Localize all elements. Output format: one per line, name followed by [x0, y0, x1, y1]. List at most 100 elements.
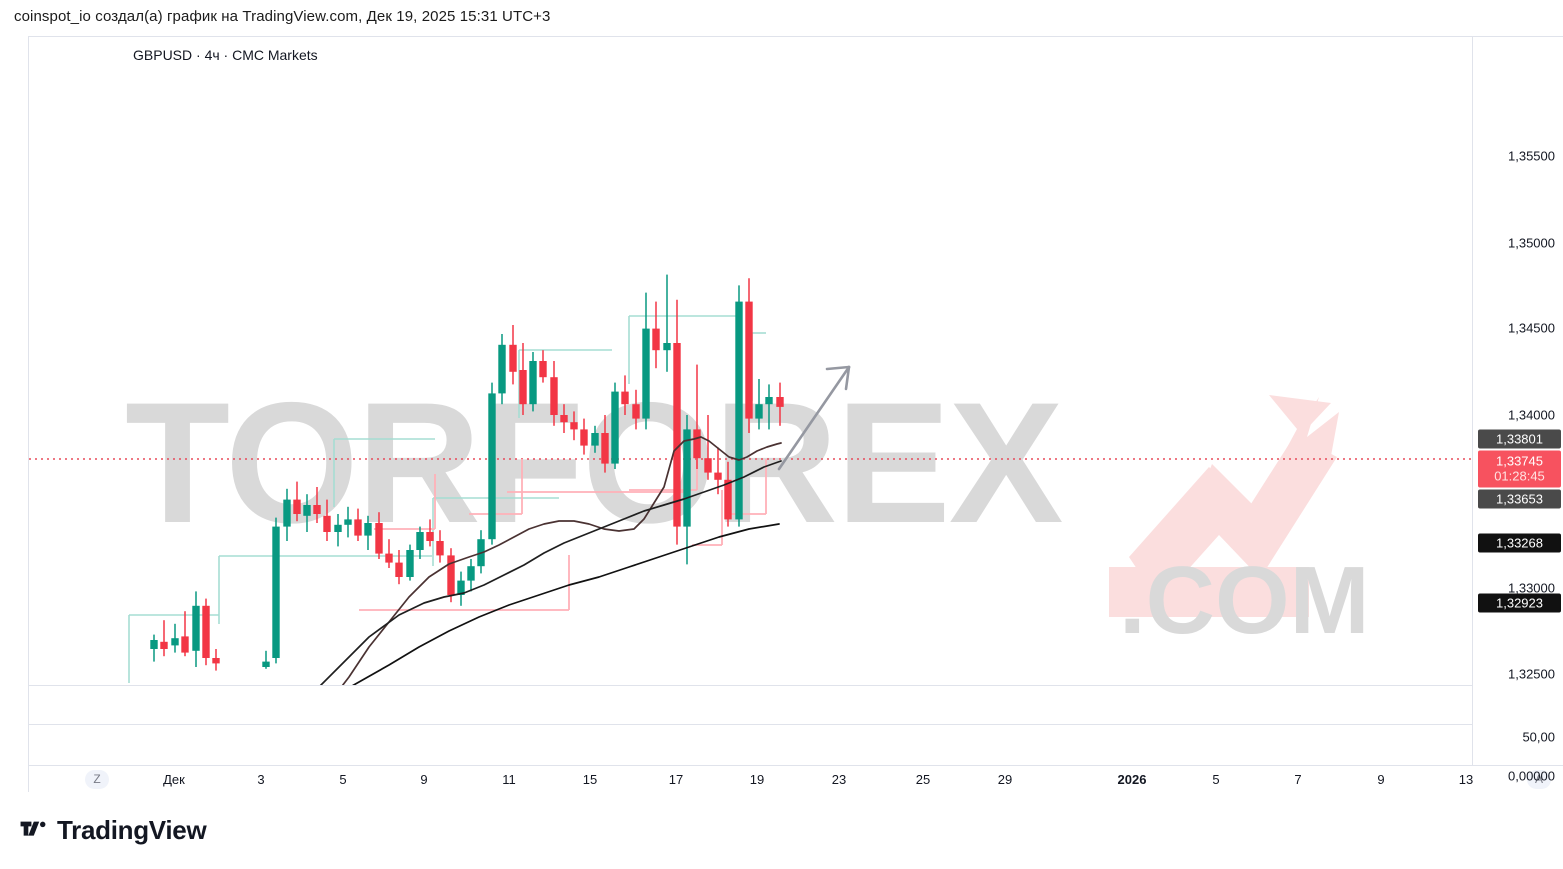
time-axis-tick: 9 [1377, 772, 1385, 787]
candlestick [334, 514, 342, 547]
time-axis-tick: 23 [831, 772, 847, 787]
price-axis-tick: 1,34000 [1508, 407, 1555, 423]
price-axis-level-tag[interactable]: 1,33801 [1478, 429, 1561, 449]
price-axis-level-tag[interactable]: 1,33268 [1478, 533, 1561, 553]
resistance-level[interactable] [628, 315, 742, 384]
candlestick [601, 415, 609, 473]
projection-arrow[interactable] [777, 365, 851, 471]
time-axis-tick: 3 [257, 772, 265, 787]
candlestick [160, 620, 168, 657]
candlestick [755, 379, 763, 430]
time-axis[interactable]: Дек 3 5 9 11 15 17 19 23 25 29 2026 5 7 9 13 Z A [29, 766, 1563, 792]
candlestick [621, 375, 629, 415]
candlestick [550, 361, 558, 426]
support-level[interactable] [729, 459, 767, 515]
tradingview-logo: TradingView [18, 815, 207, 846]
chart-frame: TORFOREX .COM GBPUSD · 4ч · CMC Markets … [28, 36, 1563, 792]
candlestick [509, 325, 517, 385]
price-axis-level-tag[interactable]: 1,33653 [1478, 489, 1561, 509]
candlestick [323, 499, 331, 541]
candlestick [202, 598, 210, 666]
resistance-level[interactable] [333, 438, 435, 507]
tradingview-logo-text: TradingView [57, 815, 207, 845]
resistance-level[interactable] [518, 349, 612, 418]
candlestick [181, 611, 189, 657]
candlestick [498, 334, 506, 405]
time-axis-tick: 13 [1458, 772, 1474, 787]
candlestick [426, 519, 434, 547]
chart-legend[interactable]: GBPUSD · 4ч · CMC Markets [133, 47, 318, 63]
candlestick [416, 526, 424, 559]
candlestick [313, 487, 321, 523]
auto-scale-button[interactable]: A [1527, 770, 1551, 789]
price-axis-tick: 1,32500 [1508, 666, 1555, 682]
candlestick [447, 548, 455, 603]
candlestick [272, 517, 280, 664]
candlestick [212, 649, 220, 671]
candlestick [745, 278, 753, 433]
live-price-countdown: 01:28:45 [1494, 468, 1545, 484]
tradingview-mark-icon [20, 821, 46, 836]
economic-event-markers[interactable] [29, 37, 1472, 685]
time-axis-tick: Дек [163, 772, 185, 787]
candlestick [171, 623, 179, 653]
pane-divider-1 [29, 685, 1563, 686]
price-axis-tick: 1,35500 [1508, 148, 1555, 164]
candlestick [611, 382, 619, 469]
support-level[interactable] [359, 555, 570, 611]
candlestick [150, 634, 158, 662]
time-axis-divider [29, 765, 1563, 766]
candlestick [488, 382, 496, 545]
candlestick [673, 299, 681, 545]
candlestick [364, 515, 372, 550]
ma-fast-line [341, 436, 782, 685]
candlestick-plot[interactable] [29, 37, 1472, 685]
price-axis[interactable]: 1,35500 1,35000 1,34500 1,34000 1,33000 1,325… [1472, 37, 1563, 784]
candlestick [632, 389, 640, 430]
indicator-axis-tick: 50,00 [1522, 729, 1555, 745]
candlestick [262, 650, 270, 669]
candlestick [704, 415, 712, 480]
ma-slow-line [351, 523, 780, 685]
candlestick [560, 404, 568, 433]
candlestick [436, 530, 444, 563]
pane-divider-2 [29, 724, 1563, 725]
candlestick [293, 481, 301, 522]
candlestick [580, 418, 588, 455]
candlestick [303, 494, 311, 532]
support-level[interactable] [374, 474, 436, 530]
indicator-axis-tick: 0,00000 [1508, 768, 1555, 784]
time-axis-tick: 9 [420, 772, 428, 787]
timezone-button[interactable]: Z [85, 770, 109, 789]
candlestick [642, 292, 650, 430]
candlestick [375, 512, 383, 559]
time-axis-tick: 7 [1294, 772, 1302, 787]
candlestick [663, 274, 671, 372]
candlestick [457, 571, 465, 606]
candlestick [724, 461, 732, 527]
main-price-pane[interactable]: TORFOREX .COM [29, 37, 1472, 685]
time-axis-tick: 5 [339, 772, 347, 787]
price-axis-level-tag[interactable]: 1,32923 [1478, 593, 1561, 613]
candlestick [395, 550, 403, 585]
price-axis-tick: 1,34500 [1508, 320, 1555, 336]
candlestick [539, 350, 547, 383]
live-price-value: 1,33745 [1496, 453, 1543, 469]
time-axis-tick: 25 [915, 772, 931, 787]
attribution-text: coinspot_io создал(а) график на TradingV… [14, 8, 551, 25]
candlestick [467, 559, 475, 592]
time-axis-tick: 2026 [1117, 772, 1147, 787]
indicator-pane-1[interactable] [29, 686, 1472, 724]
candlestick [283, 488, 291, 541]
candlestick [344, 506, 352, 538]
candlestick [529, 352, 537, 412]
time-axis-tick: 19 [749, 772, 765, 787]
candlestick [652, 301, 660, 369]
indicator-pane-2[interactable] [29, 725, 1472, 765]
ma-mid-line [319, 460, 782, 685]
resistance-level[interactable] [218, 555, 432, 624]
time-axis-tick: 5 [1212, 772, 1220, 787]
live-price-tag[interactable]: 1,33745 01:28:45 [1478, 450, 1561, 488]
candlestick [776, 382, 784, 426]
